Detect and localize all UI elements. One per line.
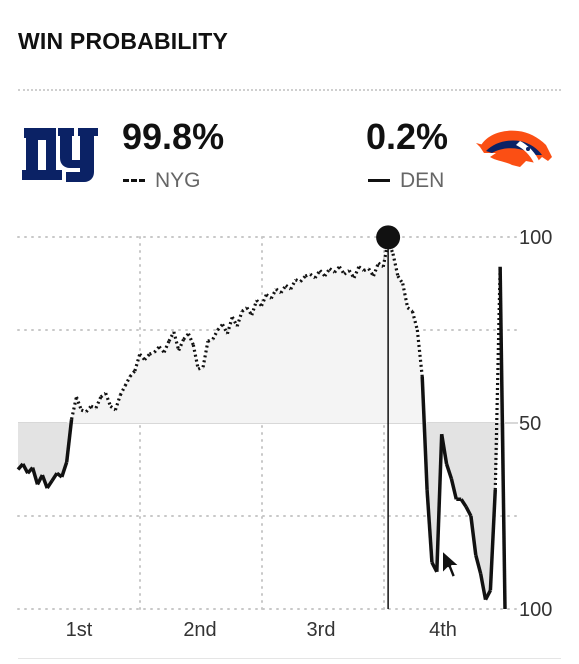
nyg-line-segment: [295, 278, 302, 284]
nyg-line-segment: [207, 337, 214, 343]
den-line-segment: [64, 419, 74, 463]
y-tick-label: 100: [519, 227, 552, 249]
nyg-line-segment: [84, 405, 93, 413]
nyg-line-segment: [352, 266, 361, 279]
nyg-line-segment: [347, 269, 356, 279]
nyg-line-segment: [123, 375, 132, 387]
nyg-line-segment: [323, 267, 332, 277]
current-marker-dot: [376, 225, 401, 250]
den-area: [18, 423, 505, 609]
nyg-line-segment: [177, 338, 186, 352]
y-tick-label: 100: [519, 599, 552, 621]
den-abbr: DEN: [400, 169, 445, 192]
solid-line-swatch: [368, 179, 390, 182]
den-line-segment: [45, 479, 54, 490]
nyg-line-segment: [128, 369, 137, 378]
nyg-line-segment: [74, 396, 83, 411]
nyg-legend: NYG: [123, 170, 201, 191]
nyg-logo: [22, 122, 98, 187]
divider-bottom: [18, 658, 561, 659]
nyg-line-segment: [162, 340, 171, 353]
nyg-line-segment: [313, 269, 322, 279]
nyg-line-segment: [94, 396, 103, 409]
den-line-segment: [483, 589, 492, 601]
nyg-line-segment: [172, 331, 181, 351]
den-line-segment: [464, 505, 473, 517]
nyg-line-segment: [328, 267, 336, 274]
nyg-line-segment: [221, 323, 229, 335]
nyg-line-segment: [357, 265, 365, 272]
nyg-line-segment: [410, 310, 419, 331]
nyg-area: [18, 240, 505, 423]
nyg-line-segment: [396, 275, 405, 285]
den-line-segment: [498, 266, 507, 610]
den-line-segment: [439, 433, 449, 465]
chart-lines: [16, 240, 507, 610]
nyg-line-segment: [260, 294, 268, 307]
giants-ny-icon: [22, 122, 98, 182]
nyg-line-segment: [143, 353, 151, 361]
nyg-line-segment: [197, 365, 204, 371]
nyg-line-segment: [406, 306, 414, 313]
den-line-segment: [420, 376, 429, 491]
den-line-segment: [60, 461, 69, 478]
nyg-abbr: NYG: [155, 169, 201, 192]
nyg-line-segment: [186, 333, 195, 346]
nyg-line-segment: [167, 331, 176, 342]
den-line-segment: [478, 573, 488, 601]
nyg-line-segment: [338, 265, 346, 276]
chart-areas: [18, 240, 505, 609]
den-legend: DEN: [368, 170, 444, 191]
nyg-line-segment: [90, 404, 97, 410]
nyg-line-segment: [391, 253, 400, 277]
den-line-segment: [40, 474, 49, 489]
dotted-line-swatch: [123, 179, 145, 182]
nyg-line-segment: [104, 392, 113, 407]
x-tick-label: 3rd: [307, 619, 336, 641]
y-tick-label: 50: [519, 413, 541, 435]
nyg-line-segment: [279, 284, 288, 294]
mouse-pointer-icon: [440, 548, 464, 587]
nyg-line-segment: [299, 275, 307, 283]
nyg-line-segment: [245, 306, 254, 316]
den-line-segment: [488, 489, 498, 591]
den-line-segment: [459, 498, 468, 508]
x-axis-ticks: 1st 2nd 3rd 4th: [66, 619, 457, 641]
nyg-line-segment: [289, 279, 298, 290]
nyg-line-segment: [401, 283, 410, 308]
nyg-line-segment: [367, 267, 375, 277]
broncos-horse-icon: [476, 130, 552, 167]
den-line-segment: [449, 478, 459, 500]
nyg-line-segment: [304, 272, 311, 278]
nyg-win-pct: 99.8%: [122, 116, 225, 157]
divider: [18, 89, 561, 91]
chart-marker: [376, 225, 401, 609]
nyg-line-segment: [191, 344, 200, 370]
den-line-segment: [469, 515, 478, 556]
page-title: WIN PROBABILITY: [18, 28, 228, 54]
nyg-line-segment: [211, 329, 220, 341]
den-logo: [476, 127, 554, 184]
x-tick-label: 2nd: [183, 619, 216, 641]
den-line-segment: [425, 489, 434, 563]
nyg-line-segment: [230, 316, 239, 328]
y-axis-ticks: 100 50 100: [519, 227, 552, 621]
nyg-line-segment: [118, 385, 127, 396]
den-line-segment: [435, 434, 444, 572]
nyg-line-segment: [363, 267, 370, 272]
nyg-line-segment: [70, 396, 79, 420]
den-line-segment: [444, 463, 454, 480]
nyg-line-segment: [269, 288, 278, 300]
den-win-pct: 0.2%: [366, 116, 449, 157]
den-line-segment: [474, 554, 483, 575]
x-tick-label: 1st: [66, 619, 93, 641]
den-line-segment: [30, 467, 40, 485]
nyg-line-segment: [372, 262, 380, 277]
nyg-line-segment: [80, 408, 87, 414]
x-tick-label: 4th: [429, 619, 457, 641]
nyg-line-segment: [148, 350, 155, 356]
